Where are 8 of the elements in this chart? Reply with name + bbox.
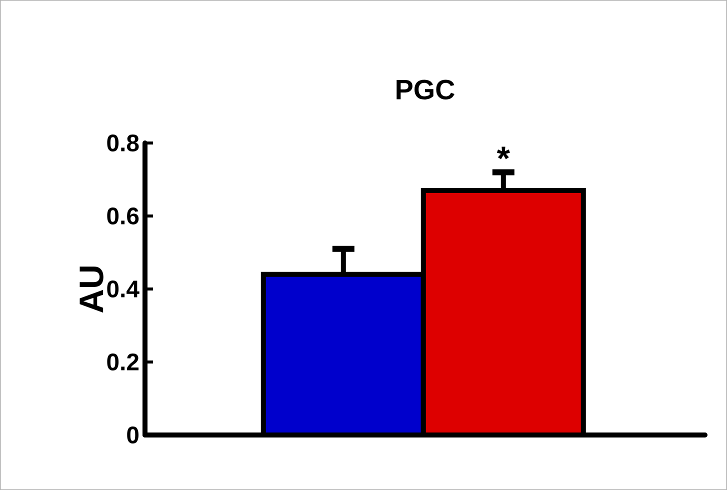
annotation: * [496, 146, 510, 160]
chart-title: PGC [396, 80, 454, 100]
y-tick-label: 0.4 [107, 280, 140, 298]
y-axis-title: AU [80, 266, 104, 313]
y-tick-label: 0 [127, 426, 138, 444]
y-tick-label: 0.2 [107, 354, 139, 370]
y-tick-label: 0.6 [107, 208, 139, 224]
y-tick-label: 0.8 [107, 134, 139, 152]
